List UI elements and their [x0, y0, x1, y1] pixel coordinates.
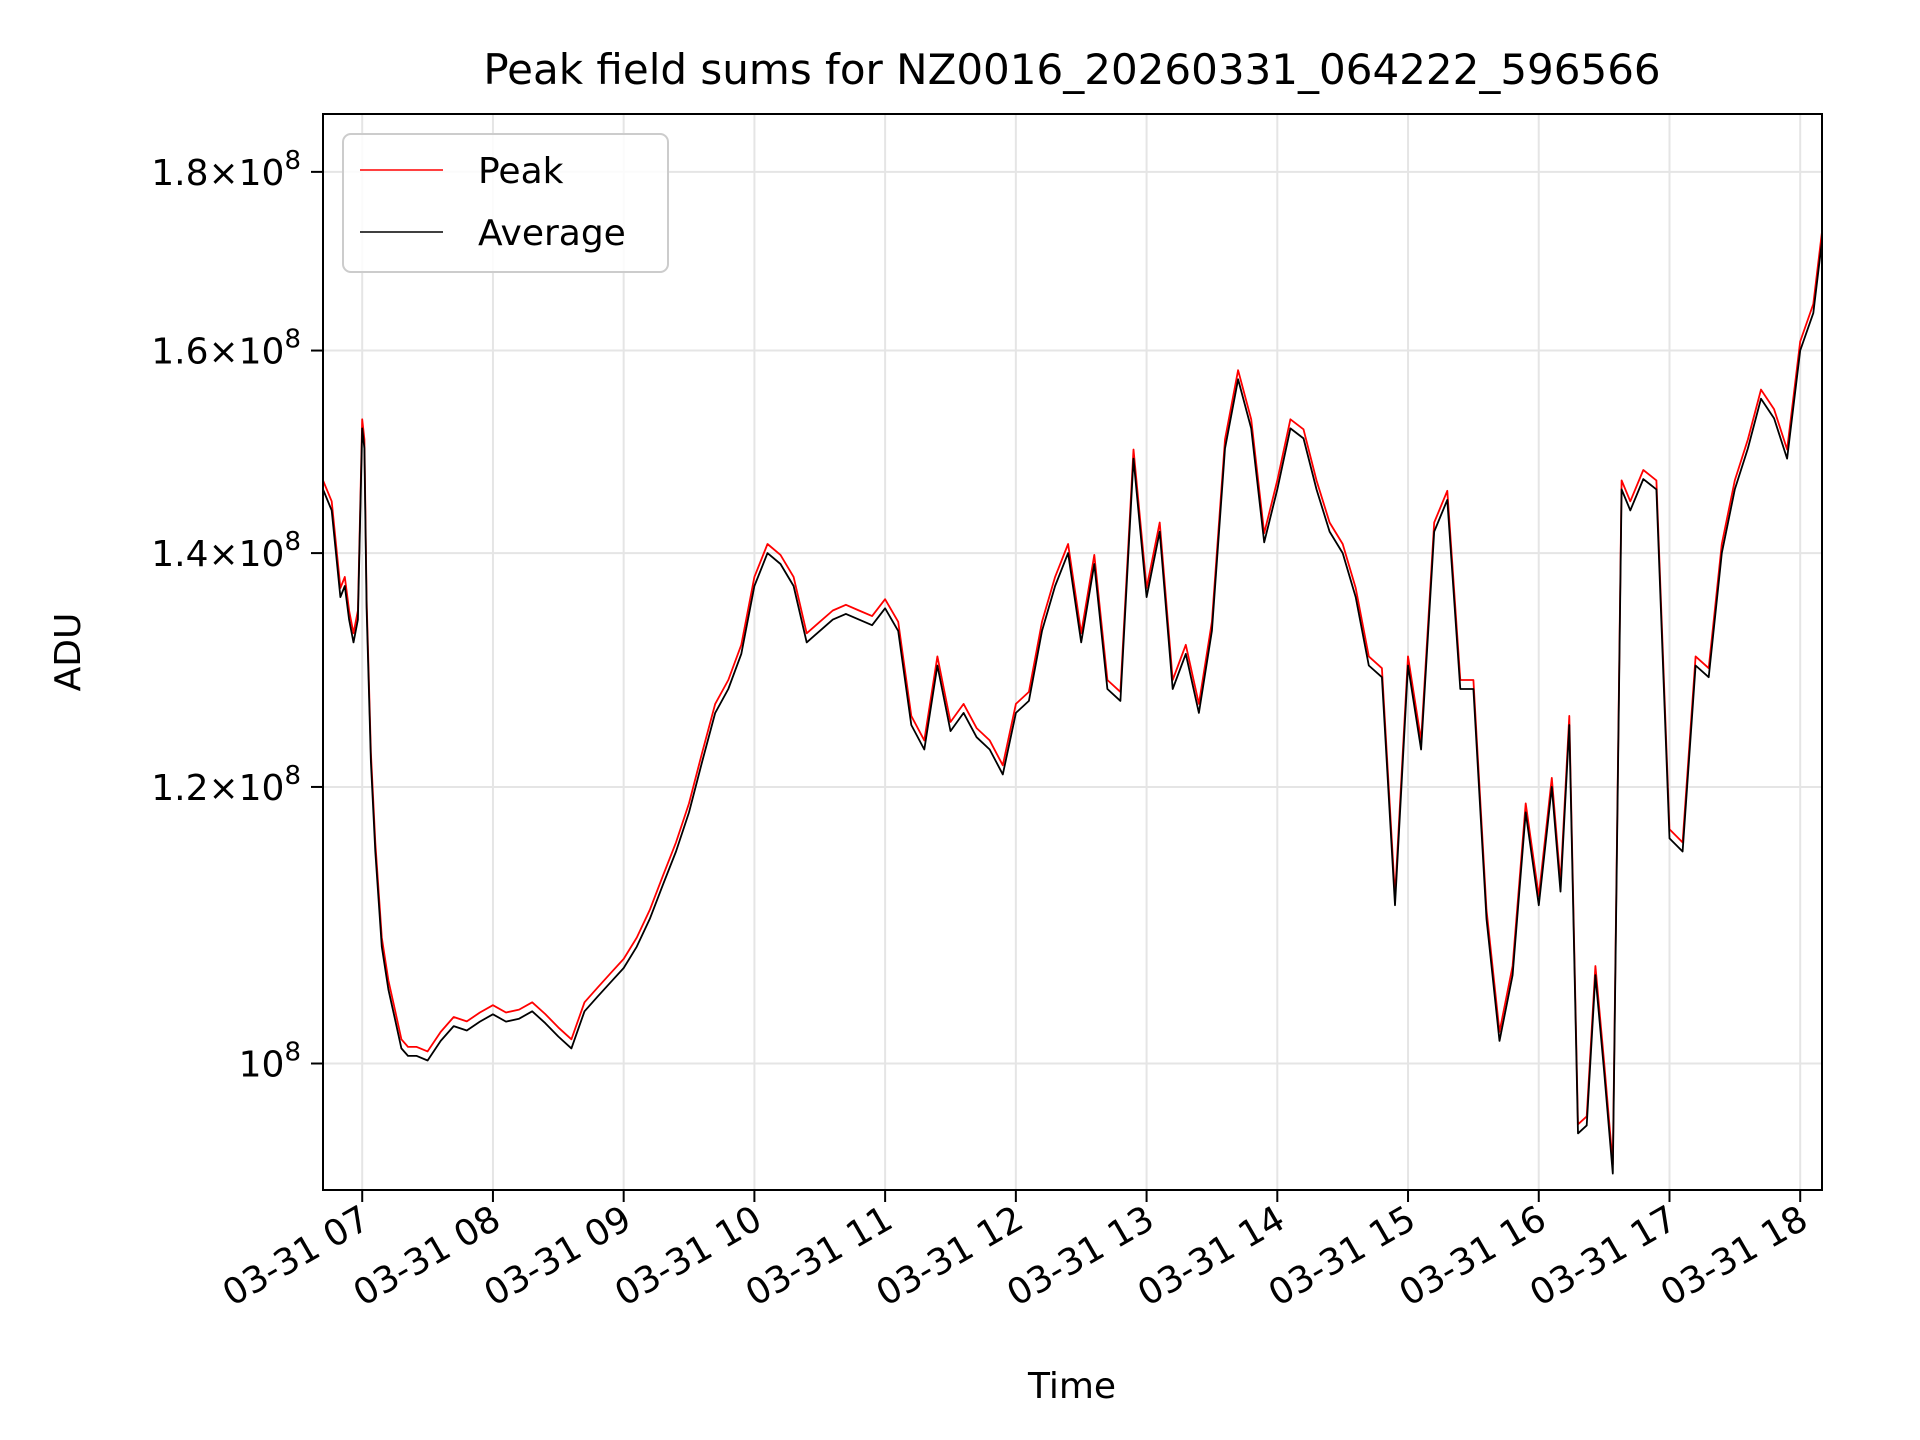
legend-label-average: Average [478, 213, 626, 254]
y-tick-exponent: 8 [284, 527, 301, 557]
y-tick-label: 1.2×108 [151, 761, 301, 809]
y-tick-base: 1.6×10 [151, 332, 284, 373]
legend-label-peak: Peak [478, 151, 564, 192]
legend: Peak Average [342, 133, 669, 273]
legend-box [342, 133, 669, 273]
series-line-average [323, 240, 1822, 1175]
y-tick-label: 108 [239, 1038, 301, 1086]
series-layer [323, 231, 1822, 1175]
x-axis-label: Time [1027, 1366, 1116, 1407]
chart-title: Peak field sums for NZ0016_20260331_0642… [483, 45, 1660, 94]
y-tick-base: 10 [239, 1045, 285, 1086]
y-tick-exponent: 8 [284, 1038, 301, 1068]
y-tick-base: 1.8×10 [151, 153, 284, 194]
y-tick-base: 1.2×10 [151, 768, 284, 809]
y-tick-label: 1.6×108 [151, 325, 301, 373]
y-tick-label: 1.8×108 [151, 146, 301, 194]
plot-frame [322, 113, 1823, 1191]
y-axis-label: ADU [48, 613, 89, 692]
y-tick-exponent: 8 [284, 761, 301, 791]
y-tick-label: 1.4×108 [151, 527, 301, 575]
y-tick-base: 1.4×10 [151, 534, 284, 575]
y-tick-exponent: 8 [284, 146, 301, 176]
grid-lines [323, 114, 1822, 1190]
y-tick-exponent: 8 [284, 325, 301, 355]
